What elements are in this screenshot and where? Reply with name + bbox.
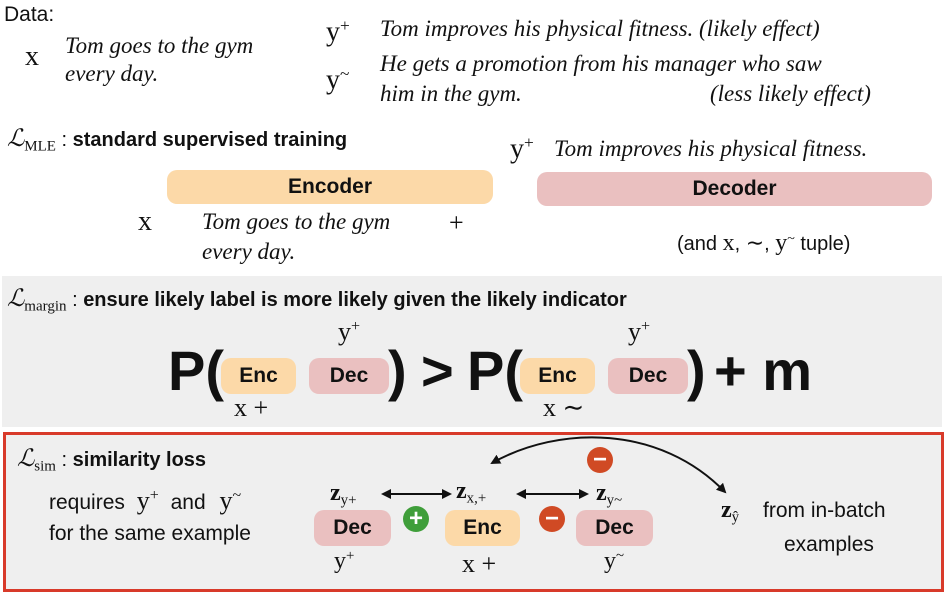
plus-circle-icon: + bbox=[403, 506, 429, 532]
encoder-block: Encoder bbox=[167, 170, 493, 204]
data-yplus-text: Tom improves his physical fitness. (like… bbox=[380, 16, 820, 41]
data-x-text-line2: every day. bbox=[65, 61, 159, 86]
data-ytilde-symbol: y~ bbox=[326, 64, 350, 96]
mle-loss-subscript: MLE bbox=[24, 138, 56, 155]
sim-heading: ℒsim : similarity loss bbox=[17, 446, 207, 475]
decoder-block: Decoder bbox=[537, 172, 932, 206]
sim-y-plus-label: y+ bbox=[334, 548, 355, 575]
margin-loss-symbol: ℒ bbox=[7, 286, 25, 312]
data-x-text-line1: Tom goes to the gym bbox=[65, 33, 254, 58]
margin-loss-subscript: margin bbox=[24, 298, 67, 315]
z-xplus-label: zx,+ bbox=[456, 478, 487, 507]
mle-yplus-text: Tom improves his physical fitness. bbox=[554, 136, 868, 161]
inbatch-line2: examples bbox=[784, 533, 874, 556]
arrow-curve-inbatch bbox=[490, 436, 727, 494]
z-yplus-label: zy+ bbox=[330, 480, 357, 509]
z-ytilde-label: zy~ bbox=[596, 480, 623, 509]
decoder-label: Decoder bbox=[692, 177, 777, 200]
margin-enc-block-2: Enc bbox=[520, 358, 595, 394]
margin-y-label-1: y+ bbox=[338, 317, 361, 346]
mle-yplus-symbol: y+ bbox=[510, 133, 534, 165]
margin-plus-m: + m bbox=[714, 339, 813, 402]
encoder-label: Encoder bbox=[287, 175, 373, 198]
margin-greater-than: > bbox=[421, 339, 454, 402]
data-yplus-symbol: y+ bbox=[326, 16, 350, 48]
mle-x-text-line2: every day. bbox=[202, 239, 296, 264]
z-yhat-label: zŷ bbox=[721, 497, 740, 526]
sim-requires-line2: for the same example bbox=[49, 522, 251, 545]
mle-heading: ℒMLE : standard supervised training bbox=[7, 126, 348, 155]
data-ytilde-text-line2a: him in the gym. bbox=[380, 81, 522, 106]
margin-x-plus-label: x + bbox=[234, 393, 269, 422]
data-ytilde-text-line2b: (less likely effect) bbox=[710, 81, 871, 106]
inbatch-line1: from in-batch bbox=[763, 499, 886, 522]
mle-x-text-line1: Tom goes to the gym bbox=[202, 209, 391, 234]
sim-y-tilde-label: y~ bbox=[604, 548, 625, 575]
mle-title: standard supervised training bbox=[72, 129, 348, 151]
sim-loss-subscript: sim bbox=[34, 458, 56, 475]
sim-title: similarity loss bbox=[72, 449, 207, 471]
margin-p2-close: ) bbox=[687, 339, 706, 402]
sim-dec-block-2: Dec bbox=[576, 510, 653, 546]
mle-tuple-note: (and x, ∼, y~ tuple) bbox=[677, 230, 851, 256]
minus-circle-icon: − bbox=[539, 506, 565, 532]
margin-p2-open: P( bbox=[467, 339, 523, 402]
margin-enc-block-1: Enc bbox=[221, 358, 296, 394]
minus-circle-top-icon: − bbox=[587, 447, 613, 473]
sim-requires-line1: requires y+ and y~ bbox=[49, 486, 242, 515]
margin-dec-block-1: Dec bbox=[309, 358, 389, 394]
mle-loss-symbol: ℒ bbox=[7, 126, 25, 152]
mle-plus-indicator: + bbox=[449, 208, 464, 237]
data-ytilde-text-line1: He gets a promotion from his manager who… bbox=[380, 51, 822, 76]
sim-x-plus-label: x + bbox=[462, 549, 497, 578]
margin-title: ensure likely label is more likely given… bbox=[83, 289, 627, 311]
data-x-symbol: x bbox=[25, 41, 39, 72]
sim-dec-block-1: Dec bbox=[314, 510, 391, 546]
data-heading: Data: bbox=[4, 3, 55, 26]
margin-x-tilde-label: x ∼ bbox=[543, 393, 585, 422]
margin-y-label-2: y+ bbox=[628, 317, 651, 346]
mle-x-symbol: x bbox=[138, 206, 152, 237]
margin-panel bbox=[2, 276, 942, 427]
margin-p1-close: ) bbox=[388, 339, 407, 402]
sim-loss-symbol: ℒ bbox=[17, 446, 35, 472]
margin-dec-block-2: Dec bbox=[608, 358, 688, 394]
margin-heading: ℒmargin : ensure likely label is more li… bbox=[7, 286, 627, 315]
sim-enc-block: Enc bbox=[445, 510, 520, 546]
margin-p1-open: P( bbox=[168, 339, 224, 402]
